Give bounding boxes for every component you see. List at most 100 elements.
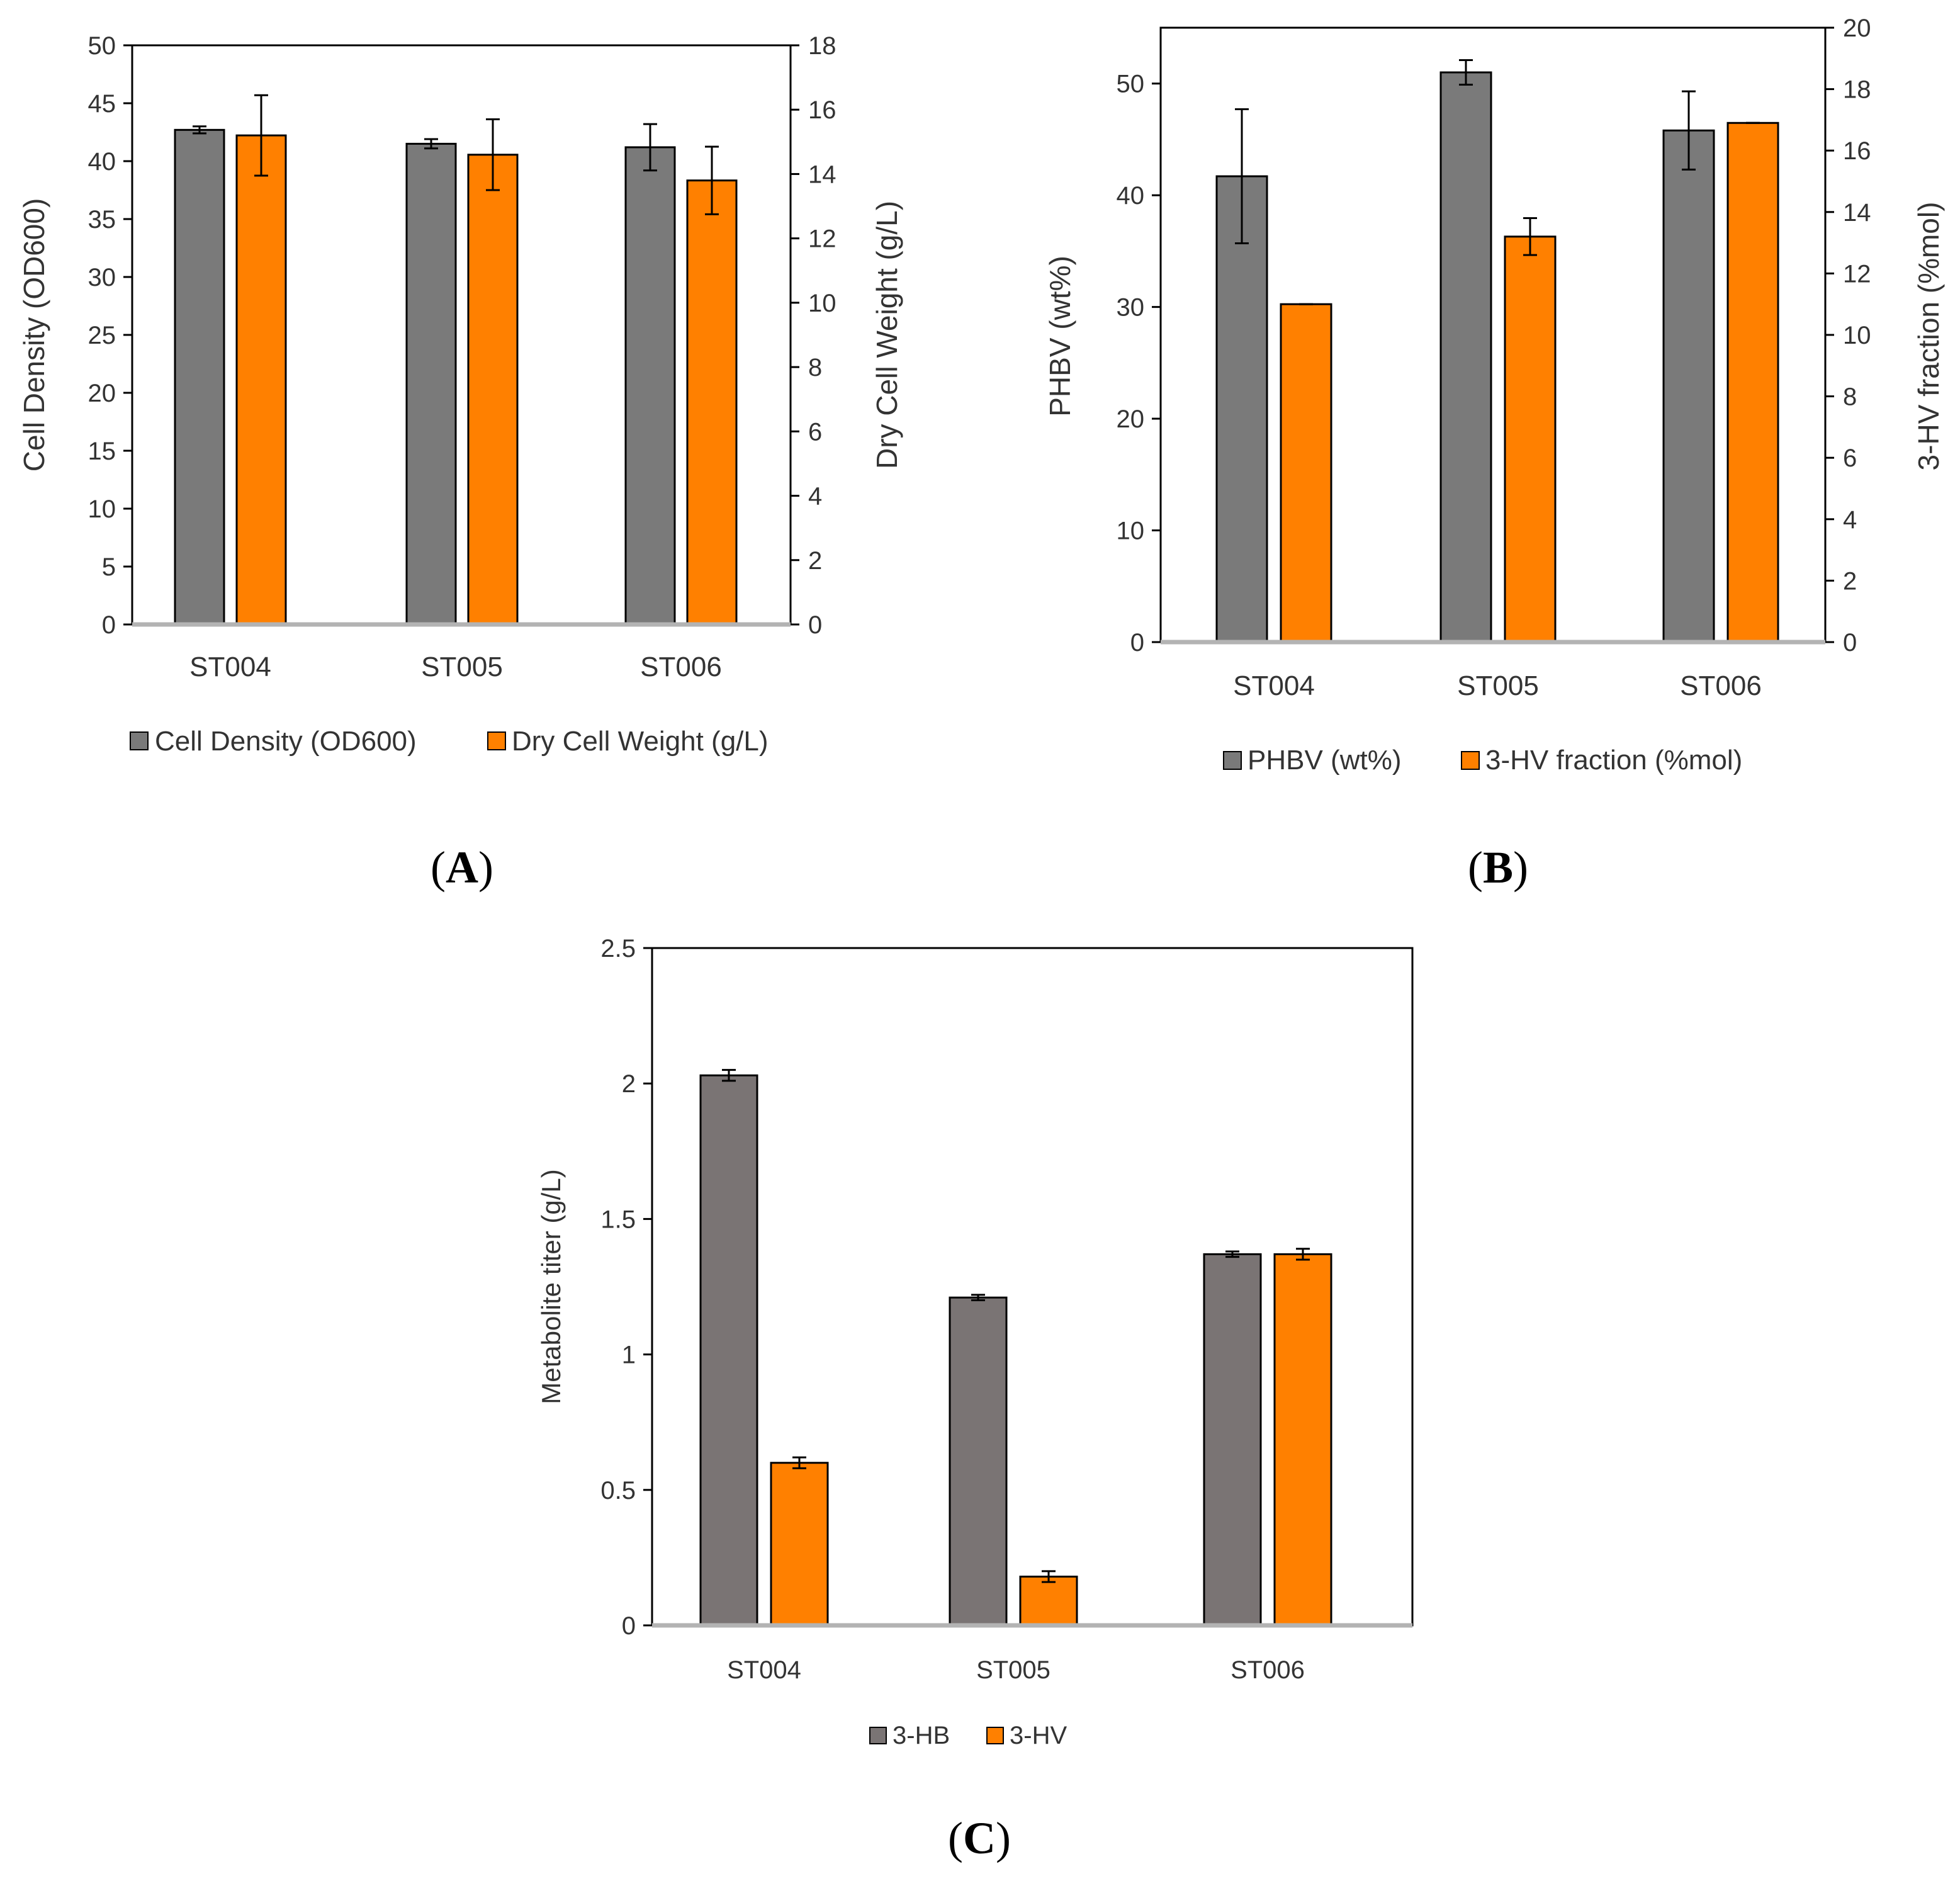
legend-label-3hv: 3-HV — [1010, 1722, 1067, 1749]
y-tick-label: 15 — [88, 438, 116, 465]
y2-tick-label: 18 — [808, 32, 836, 60]
y2-tick-labels: 0 2 4 6 8 10 12 14 16 18 20 — [1825, 14, 1871, 657]
y-tick-label: 40 — [1117, 182, 1145, 210]
y2-tick-label: 16 — [808, 96, 836, 124]
y-tick-label: 30 — [88, 264, 116, 291]
legend-swatch-3hv-fraction — [1461, 751, 1480, 770]
bar — [1662, 129, 1715, 643]
legend: Cell Density (OD600) Dry Cell Weight (g/… — [130, 726, 769, 757]
y-tick-label: 0.5 — [600, 1477, 636, 1505]
y-tick-label: 5 — [102, 553, 116, 581]
bar — [1273, 1253, 1332, 1627]
y2-tick-label: 12 — [1843, 260, 1871, 288]
y-tick-label: 50 — [1117, 71, 1145, 98]
legend-swatch-3hb — [869, 1727, 887, 1744]
chart-panel-a: 0 5 10 15 20 25 30 35 40 45 50 0 2 4 6 8 10 12 14 16 18 ST0… — [18, 32, 903, 893]
y-tick-label: 20 — [1117, 405, 1145, 433]
legend-swatch-phbv — [1223, 751, 1242, 770]
legend-label-3hv-fraction: 3-HV fraction (%mol) — [1485, 745, 1742, 776]
bar — [770, 1462, 829, 1627]
legend-label-3hb: 3-HB — [893, 1722, 950, 1749]
y2-tick-label: 0 — [808, 611, 822, 639]
bar — [1203, 1253, 1262, 1627]
y-tick-label: 1.5 — [600, 1206, 636, 1233]
x-tick-label: ST004 — [189, 652, 271, 682]
legend: 3-HB 3-HV — [869, 1722, 1067, 1749]
y-tick-label: 30 — [1117, 294, 1145, 322]
bar — [467, 154, 519, 626]
y2-tick-label: 10 — [1843, 322, 1871, 349]
y-tick-labels: 0 0.5 1 1.5 2 2.5 — [600, 935, 652, 1640]
y2-tick-labels: 0 2 4 6 8 10 12 14 16 18 — [791, 32, 836, 639]
y-tick-label: 10 — [1117, 517, 1145, 545]
x-tick-label: ST006 — [1231, 1656, 1305, 1684]
legend-label-phbv: PHBV (wt%) — [1248, 745, 1401, 776]
y2-tick-label: 14 — [1843, 199, 1871, 227]
bar — [1726, 121, 1779, 643]
bar — [1439, 71, 1492, 643]
y-tick-label: 20 — [88, 380, 116, 407]
y-axis-title: Metabolite titer (g/L) — [536, 1169, 566, 1404]
y-tick-label: 25 — [88, 322, 116, 349]
bar — [174, 128, 225, 626]
bar — [949, 1296, 1008, 1627]
legend: PHBV (wt%) 3-HV fraction (%mol) — [1223, 745, 1742, 776]
bar — [1280, 303, 1332, 643]
y2-tick-label: 12 — [808, 225, 836, 253]
legend-swatch-cell-density — [130, 731, 149, 750]
panel-label-c: (C) — [948, 1813, 1011, 1863]
y-tick-label: 35 — [88, 206, 116, 234]
y2-tick-label: 6 — [1843, 444, 1857, 472]
y-tick-label: 1 — [622, 1341, 636, 1369]
x-tick-label: ST005 — [1457, 670, 1539, 701]
y-tick-label: 2.5 — [600, 935, 636, 963]
y-axis-title: PHBV (wt%) — [1044, 256, 1076, 417]
chart-panel-c: 0 0.5 1 1.5 2 2.5 ST004 ST005 ST006 Metabolite … — [536, 935, 1414, 1863]
y2-tick-label: 18 — [1843, 76, 1871, 104]
bar — [1215, 175, 1268, 643]
bar — [699, 1074, 758, 1627]
x-tick-label: ST006 — [640, 652, 722, 682]
y-tick-label: 45 — [88, 90, 116, 118]
y2-tick-label: 2 — [808, 547, 822, 575]
x-tick-labels: ST004 ST005 ST006 — [189, 652, 722, 682]
bar-marks — [699, 1069, 1332, 1627]
x-tick-label: ST006 — [1680, 670, 1762, 701]
bar — [1504, 235, 1557, 643]
x-tick-labels: ST004 ST005 ST006 — [727, 1656, 1305, 1684]
x-tick-label: ST005 — [421, 652, 503, 682]
y2-tick-label: 20 — [1843, 14, 1871, 42]
y2-axis-title: Dry Cell Weight (g/L) — [870, 201, 903, 469]
y-tick-labels: 0 5 10 15 20 25 30 35 40 45 50 — [88, 32, 132, 639]
bar — [624, 146, 676, 626]
y2-tick-label: 6 — [808, 418, 822, 446]
y-tick-label: 50 — [88, 32, 116, 60]
y2-tick-label: 2 — [1843, 567, 1857, 595]
y-tick-label: 10 — [88, 495, 116, 523]
x-tick-labels: ST004 ST005 ST006 — [1233, 670, 1762, 701]
legend-swatch-3hv — [986, 1727, 1004, 1744]
y-tick-label: 2 — [622, 1070, 636, 1098]
y2-tick-label: 4 — [808, 483, 822, 511]
y-tick-label: 0 — [1130, 629, 1144, 657]
panel-label-a: (A) — [431, 842, 493, 893]
y-axis-title: Cell Density (OD600) — [18, 198, 50, 472]
bar — [1019, 1576, 1078, 1627]
y-tick-label: 40 — [88, 148, 116, 176]
y2-tick-label: 4 — [1843, 506, 1857, 534]
y2-tick-label: 16 — [1843, 137, 1871, 165]
legend-swatch-dry-cell-weight — [487, 731, 506, 750]
y-tick-labels: 0 10 20 30 40 50 — [1117, 71, 1161, 657]
y2-axis-title: 3-HV fraction (%mol) — [1912, 202, 1945, 471]
x-tick-label: ST005 — [976, 1656, 1050, 1684]
bar-marks — [1215, 59, 1779, 643]
y-tick-label: 0 — [622, 1612, 636, 1640]
y2-tick-label: 14 — [808, 161, 836, 188]
panel-label-b: (B) — [1468, 842, 1528, 893]
y2-tick-label: 8 — [1843, 383, 1857, 411]
bar — [235, 134, 287, 626]
x-tick-label: ST004 — [727, 1656, 801, 1684]
bar-marks — [174, 94, 738, 626]
legend-label-cell-density: Cell Density (OD600) — [155, 726, 417, 757]
